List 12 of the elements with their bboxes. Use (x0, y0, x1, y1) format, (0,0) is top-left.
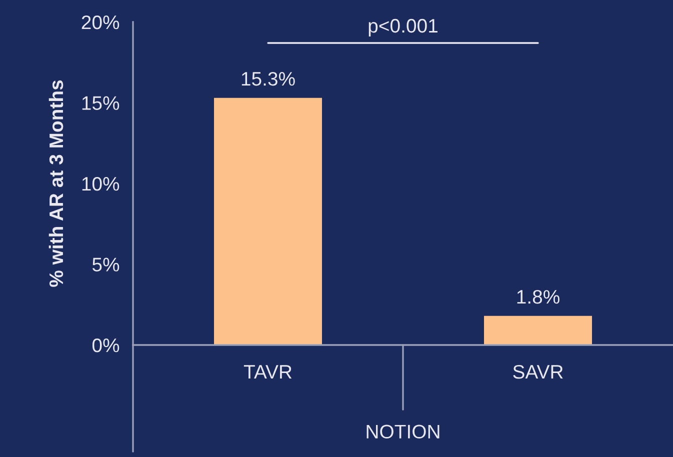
y-tick-label: 10% (82, 176, 120, 191)
y-tick-label: 5% (92, 258, 120, 272)
data-label: 15.3% (242, 72, 295, 86)
y-axis-title: % with AR at 3 Months (48, 80, 64, 287)
annotation: p<0.001 (368, 18, 438, 37)
data-label: 1.8% (517, 290, 560, 304)
x-tick-label: SAVR (513, 364, 563, 379)
x-axis-title: NOTION (366, 424, 440, 439)
y-tick-label: 15% (82, 96, 120, 110)
y-tick-label: 0% (92, 338, 120, 352)
x-tick-label: TAVR (244, 365, 292, 379)
y-tick-label: 20% (82, 15, 120, 30)
